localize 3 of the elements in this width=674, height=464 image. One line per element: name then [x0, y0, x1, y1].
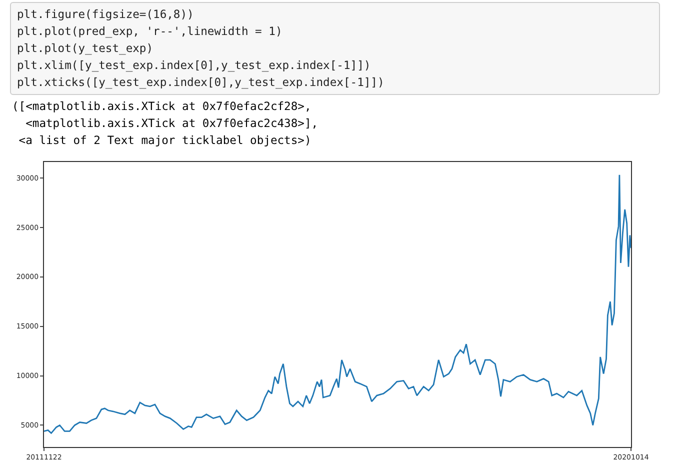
text: ([<matplotlib.axis.XTick at 0x7f0efac2cf28>, <matplotlib.axis.XTick at 0x7f0efac2c438>], <a list of 2 Text major ticklabel objects>) [12, 99, 318, 149]
text: plt.figure(figsize=(16,8)) plt.plot(pred_exp, 'r--',linewidth = 1) plt.plot(y_test_exp) plt.xlim([y_test_exp.index[0],y_test_exp.index[-1]]) plt.xticks([y_test_exp.index[0],y_test_exp.index[-1]]) [10, 2, 660, 95]
line-series [44, 174, 631, 434]
